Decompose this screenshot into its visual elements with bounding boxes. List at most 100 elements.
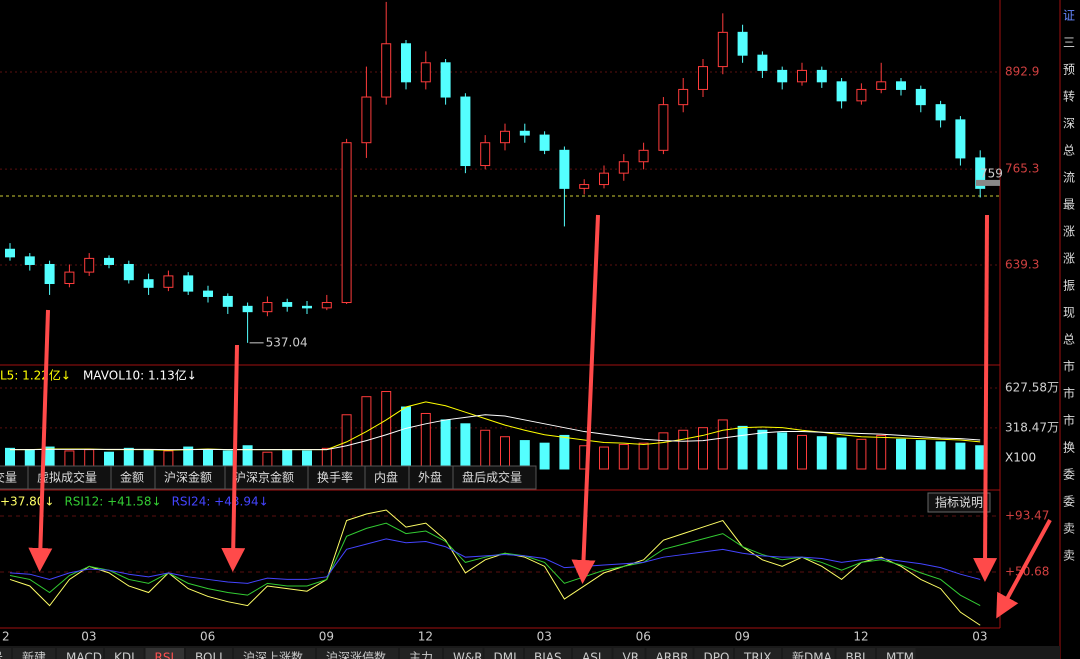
unit-label: X100 [1005,451,1036,465]
side-panel-char: 市 [1063,413,1075,428]
bottom-tab[interactable]: TRIX [743,651,771,659]
side-panel-char: 振 [1063,279,1075,293]
bottom-tab[interactable]: W&R [453,651,483,659]
x-tick-label: 12 [418,630,433,644]
y-tick-label: 627.58万 [1005,380,1059,394]
candle-body [876,81,887,90]
side-panel-char: 委 [1063,468,1075,482]
volume-bar [797,434,807,470]
bottom-tab[interactable]: 沪深涨停数 [326,650,386,659]
bottom-tab-bg [836,648,875,659]
bottom-tab[interactable]: VR [623,651,640,659]
bottom-tab-bg [646,648,693,659]
side-panel-char: 三 [1063,36,1075,50]
bottom-tab[interactable]: MTM [886,651,914,659]
bottom-tab-bg [234,648,315,659]
volume-tab[interactable]: 内盘 [374,470,398,485]
bottom-tab[interactable]: BBI [846,651,866,659]
arrow [28,309,53,572]
side-panel-char: 涨 [1063,251,1075,266]
candle-body [500,130,510,144]
x-tick-label: 09 [319,630,334,644]
candle-body [856,88,867,102]
ma-line [10,401,981,451]
ma-line [10,414,981,451]
candle-body [44,263,55,285]
candle-body [341,142,352,304]
bottom-tab[interactable]: DMI [494,651,517,659]
volume-bar [480,429,491,470]
volume-bar [757,429,768,470]
candle-body [816,69,827,83]
bottom-tab[interactable]: KDJ [114,651,135,659]
candle-body [440,62,451,98]
candle-body [361,96,372,144]
volume-tab[interactable]: 金额 [120,470,144,485]
side-panel-char: 深 [1063,117,1075,131]
bottom-tab[interactable]: 新建 [22,650,46,659]
volume-bar [915,440,926,470]
bottom-tab-bg [145,648,184,659]
bottom-tab-bg [877,648,916,659]
indicator-button: 指标说明 [935,495,983,510]
candle-body [242,305,253,313]
candle-body [5,248,15,258]
bottom-tab[interactable]: BOLL [195,651,226,659]
volume-tab[interactable]: 交量 [0,470,17,485]
side-panel-char: 预 [1063,63,1075,77]
candle-body [143,279,154,288]
arrow [571,214,600,584]
candle-body [321,302,332,309]
y-tick-label: 318.47万 [1005,420,1059,434]
volume-tab[interactable]: 换手率 [317,470,353,485]
volume-bar [539,442,550,470]
bottom-tab[interactable]: ASI [582,651,601,659]
candle-body [539,134,550,151]
bottom-tab[interactable]: 沪深上涨数 [243,650,303,659]
volume-tab[interactable]: 外盘 [418,470,442,485]
volume-tab[interactable]: 沪深京金额 [234,470,294,485]
legend-entry: RSI24: +43.94↓ [172,495,269,509]
volume-bar [717,419,728,470]
x-tick-label: 12 [853,630,868,644]
y-tick-label: +93.47 [1005,508,1049,522]
bottom-tab[interactable]: DPO [704,651,730,659]
volume-bar [500,436,510,470]
volume-tab[interactable]: 虚拟成交量 [37,470,97,485]
candle-body [163,275,174,288]
candle-body [896,81,906,90]
volume-bar [618,443,629,470]
bottom-tab[interactable]: ARBR [656,651,689,659]
candle-body [282,302,293,307]
volume-bar [638,442,649,470]
candle-body [302,305,312,309]
arrow [996,519,1052,619]
arrow [973,214,998,582]
candle-body [381,43,392,98]
legend-entry: +37.80↓ [0,495,54,509]
rsi-line [9,509,981,626]
volume-bar [519,440,530,470]
volume-tab[interactable]: 盘后成交量 [462,470,522,485]
bottom-tab[interactable]: 主力 [409,651,433,659]
candle-body [460,96,471,167]
bottom-tab-bg [444,648,483,659]
side-panel-char: 流 [1063,171,1075,185]
bottom-tab[interactable]: 新DMA [792,650,833,659]
bottom-tab[interactable]: 号 [0,651,3,659]
volume-bar [559,434,570,470]
side-panel-char: 涨 [1063,224,1075,239]
candle-body [975,157,986,189]
bottom-tab[interactable]: MACD [66,651,102,659]
legend-entry: L5: 1.22亿↓ [0,368,71,383]
bottom-tab[interactable]: BIAS [534,651,562,659]
volume-tab[interactable]: 沪深金额 [164,470,212,485]
indicator-button-bg [927,492,991,513]
candle-body [262,302,273,313]
bottom-tab[interactable]: RSI [155,651,175,659]
volume-bar [876,434,887,470]
volume-bar [599,446,609,470]
side-panel-char: 总 [1063,333,1075,347]
volume-bar [836,437,847,470]
candle-body [519,130,530,136]
